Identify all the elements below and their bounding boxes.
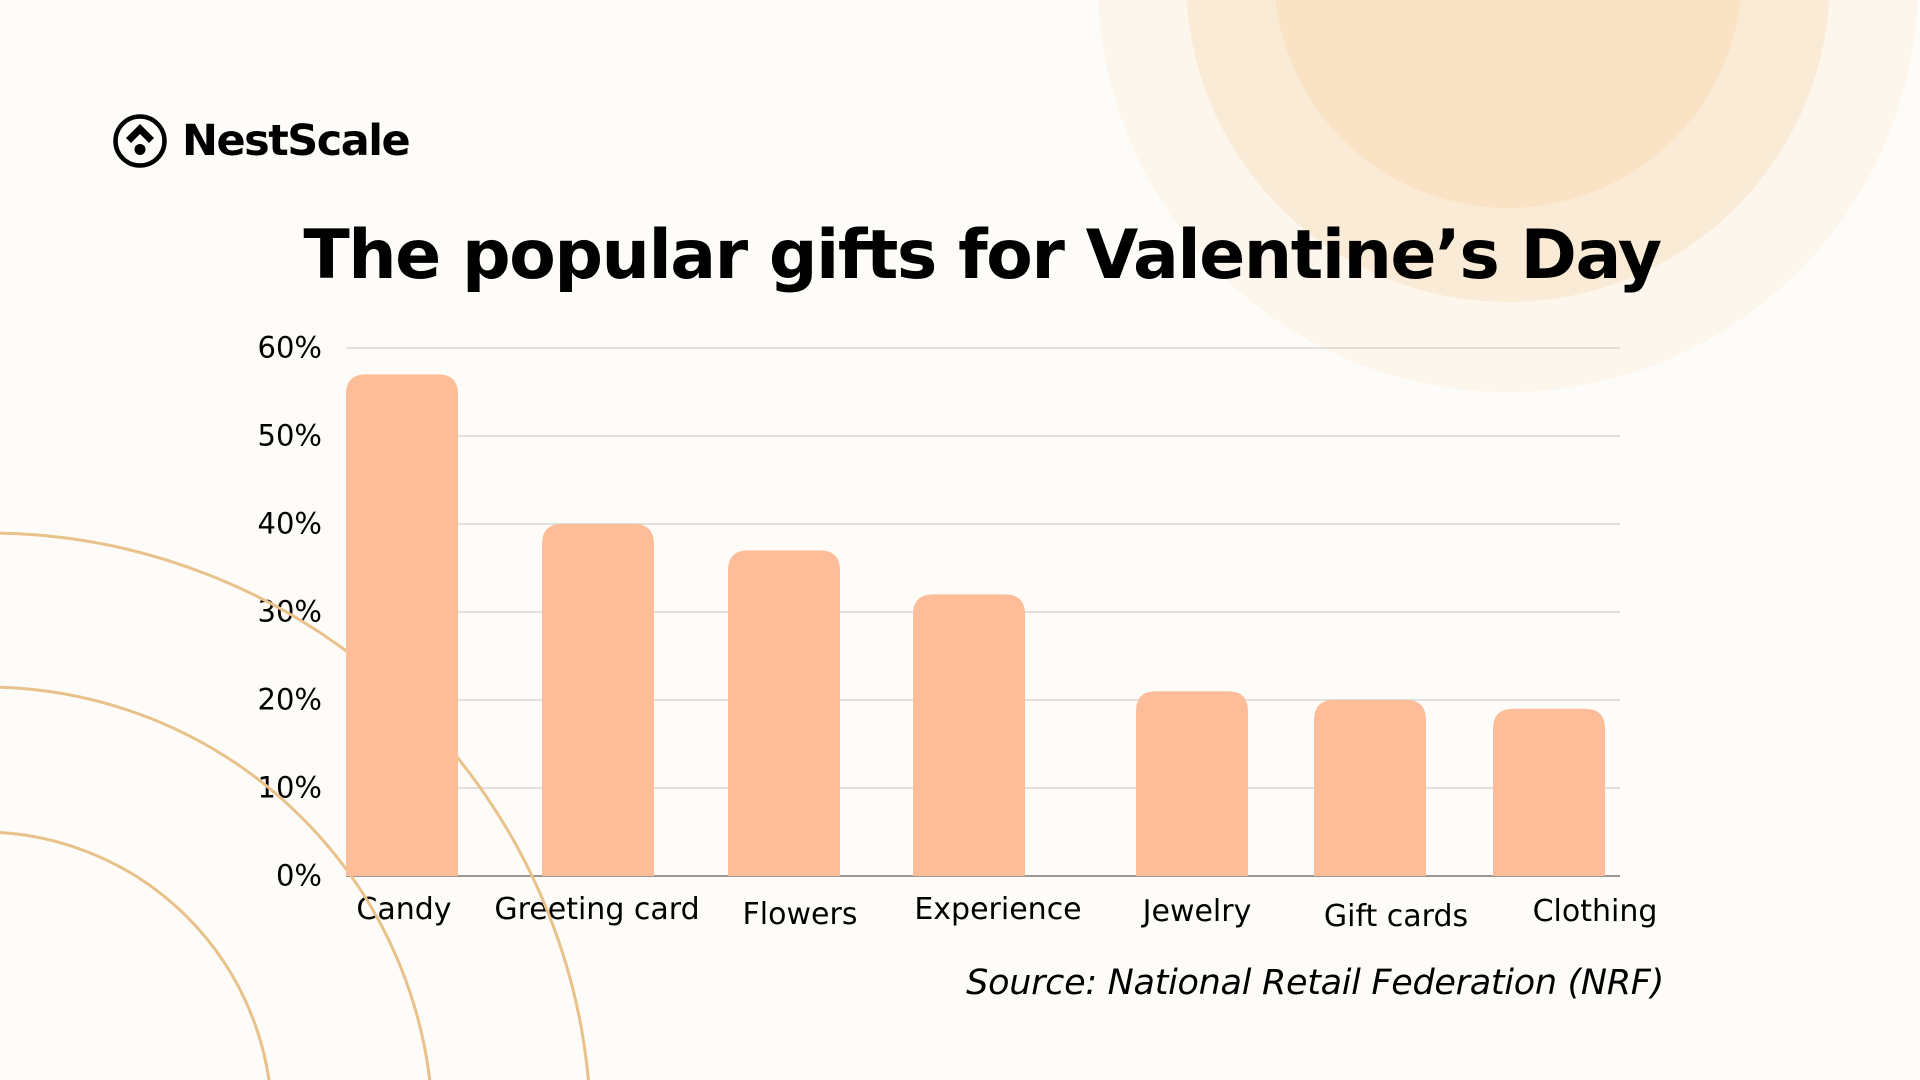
x-tick-label: Clothing bbox=[1532, 894, 1658, 929]
chart-title: The popular gifts for Valentine’s Day bbox=[303, 216, 1662, 295]
x-tick-label: Jewelry bbox=[1142, 894, 1252, 929]
x-tick-label: Flowers bbox=[742, 897, 858, 932]
bar-clothing bbox=[1493, 708, 1605, 876]
bar-greeting-card bbox=[542, 524, 654, 876]
bar-jewelry bbox=[1136, 691, 1248, 876]
nestscale-logo-icon bbox=[113, 114, 167, 168]
x-tick-label: Gift cards bbox=[1323, 899, 1469, 934]
bar-experience bbox=[913, 594, 1025, 876]
x-tick-label: Experience bbox=[914, 892, 1082, 927]
y-tick-label: 60% bbox=[257, 330, 322, 365]
bar-flowers bbox=[728, 550, 840, 876]
decorative-circle-inner bbox=[1275, 0, 1741, 208]
brand-name: NestScale bbox=[182, 115, 411, 166]
y-tick-label: 50% bbox=[257, 418, 322, 453]
bar-candy bbox=[346, 374, 458, 876]
source-note: Source: National Retail Federation (NRF) bbox=[966, 963, 1664, 1003]
bar-gift-cards bbox=[1314, 700, 1426, 876]
brand-logo: NestScale bbox=[112, 112, 411, 170]
